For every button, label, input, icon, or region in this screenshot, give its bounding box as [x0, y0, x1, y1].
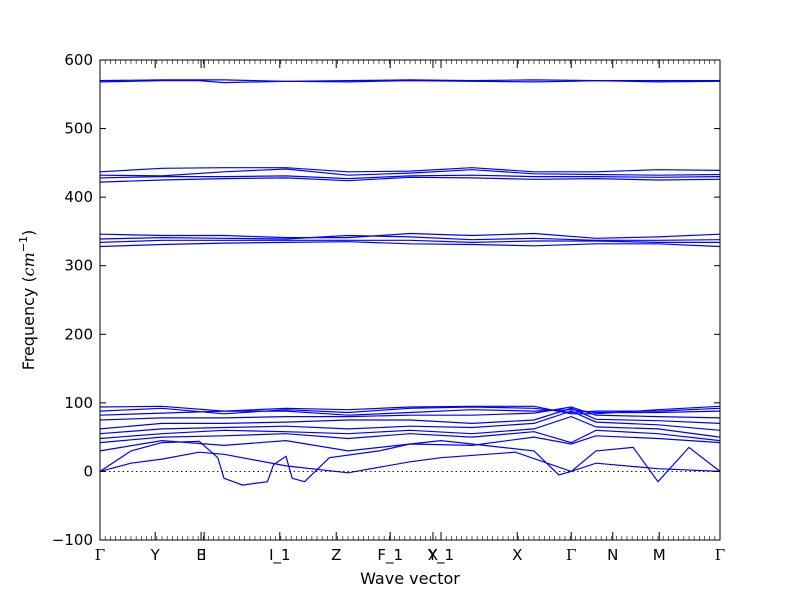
y-tick-label: 300	[64, 257, 93, 275]
band-line-19	[99, 409, 721, 416]
band-line-21	[99, 405, 721, 415]
band-line-4	[99, 168, 721, 177]
band-line-7	[99, 232, 721, 239]
y-axis-label-sup: −1	[17, 236, 30, 252]
x-tick-label: Y	[150, 546, 161, 564]
band-line-5	[99, 174, 721, 180]
x-tick-label: X	[428, 546, 438, 564]
band-line-15	[99, 415, 721, 440]
band-line-10	[99, 241, 721, 248]
band-line-2	[99, 79, 720, 82]
band-line-12	[99, 439, 721, 486]
x-tick-label: I_1	[269, 546, 290, 565]
y-tick-label: 400	[64, 188, 93, 206]
x-tick-label: Z	[331, 546, 341, 564]
y-axis-label-math: cm	[19, 252, 38, 276]
y-axis-label: Frequency (cm−1)	[17, 230, 38, 371]
band-line-17	[99, 407, 721, 430]
x-axis-label: Wave vector	[360, 569, 460, 588]
y-tick-label: 100	[64, 394, 93, 412]
x-tick-label: Γ	[566, 546, 576, 564]
band-line-16	[99, 410, 721, 435]
y-tick-label: 600	[64, 51, 93, 69]
x-tick-label: N	[607, 546, 618, 564]
y-tick-label: −100	[52, 531, 93, 549]
plot-frame	[99, 59, 721, 541]
y-axis-ticks: −100 0 100 200 300 400 500 600	[52, 51, 720, 549]
x-tick-label: I	[202, 546, 206, 564]
x-axis-ticks: Γ Y EI I_1 Z F_1 XY_1 X Γ N M Γ	[95, 60, 725, 565]
x-tick-label: Γ	[95, 546, 105, 564]
band-line-13	[99, 435, 721, 452]
x-tick-label: E	[196, 546, 205, 564]
band-line-9	[99, 239, 720, 244]
x-tick-label: M	[653, 546, 666, 564]
x-tick-label: Γ	[715, 546, 725, 564]
x-tick-label: F_1	[377, 546, 403, 565]
x-tick-label: X	[512, 546, 522, 564]
band-line-14	[99, 429, 721, 444]
y-tick-label: 0	[83, 462, 93, 480]
band-line-20	[99, 406, 721, 415]
band-line-3	[99, 167, 721, 173]
band-line-18	[99, 406, 721, 421]
y-axis-label-close: )	[19, 230, 38, 236]
y-tick-label: 500	[64, 120, 93, 138]
y-tick-label: 200	[64, 325, 93, 343]
y-axis-label-text: Frequency (	[19, 276, 38, 370]
band-lines	[99, 79, 721, 486]
band-line-8	[99, 234, 721, 241]
band-line-11	[99, 451, 721, 474]
x-tick-label: Y_1	[427, 546, 454, 565]
band-line-6	[99, 176, 721, 183]
